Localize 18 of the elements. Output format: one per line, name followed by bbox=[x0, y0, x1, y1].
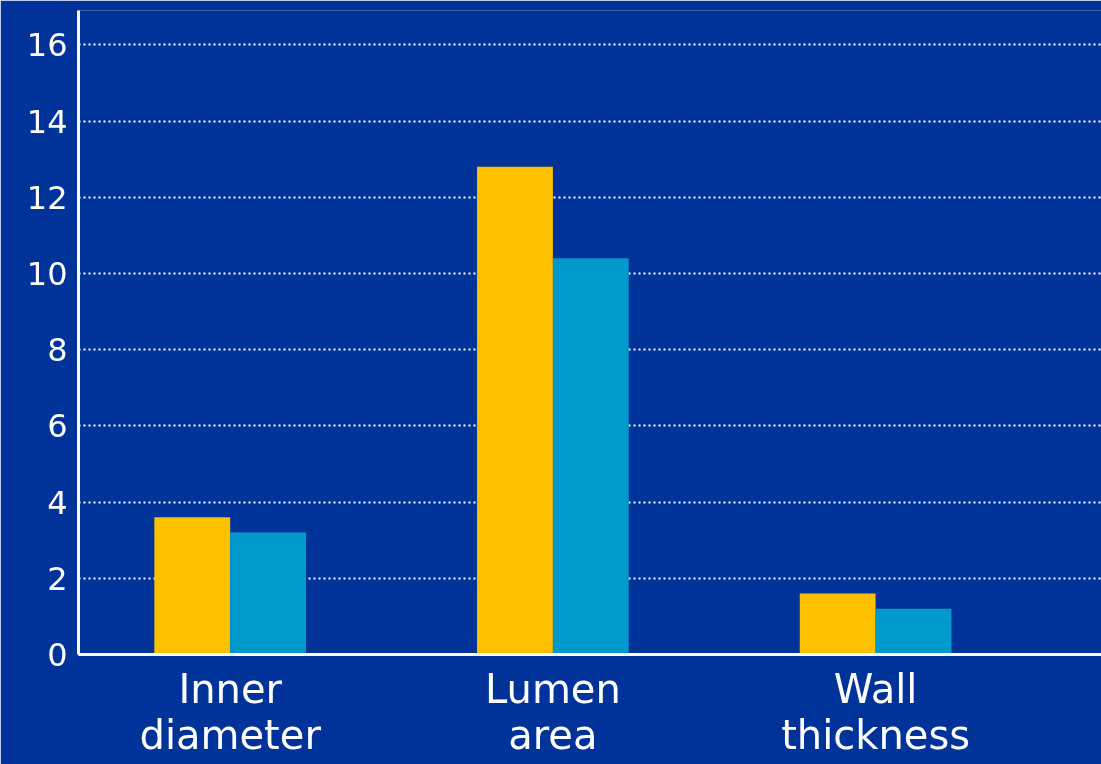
bar bbox=[154, 517, 231, 655]
bar bbox=[875, 608, 952, 655]
y-tick-label: 2 bbox=[47, 559, 68, 598]
y-tick-label: 0 bbox=[47, 636, 68, 674]
bar bbox=[552, 258, 629, 655]
y-tick-label: 8 bbox=[47, 331, 68, 370]
bar bbox=[477, 166, 553, 655]
y-tick-label: 16 bbox=[26, 26, 68, 65]
x-tick-label: Wall thickness bbox=[781, 665, 971, 758]
bar bbox=[230, 532, 307, 655]
y-tick-label: 10 bbox=[26, 254, 68, 293]
x-tick-label: Lumen area bbox=[484, 665, 621, 758]
y-tick-label: 14 bbox=[26, 102, 68, 141]
x-tick-label: Inner diameter bbox=[139, 665, 322, 758]
y-tick-label: 6 bbox=[47, 407, 68, 446]
y-tick-label: 4 bbox=[47, 483, 68, 522]
bar bbox=[799, 593, 876, 655]
y-tick-label: 12 bbox=[26, 178, 68, 217]
